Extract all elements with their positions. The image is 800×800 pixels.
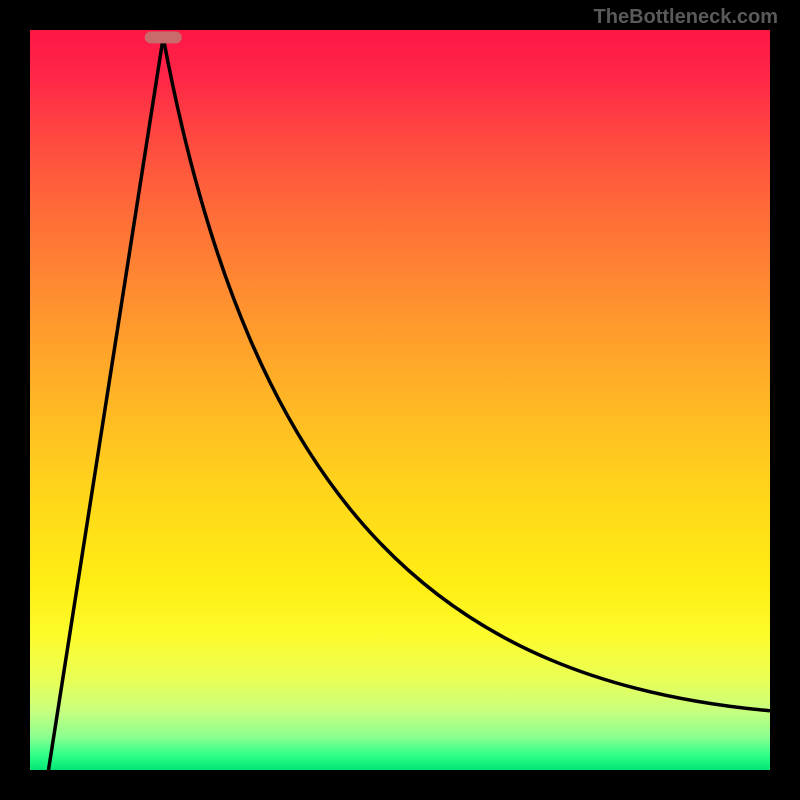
minimum-marker xyxy=(145,31,182,43)
watermark-label: TheBottleneck.com xyxy=(594,6,778,29)
chart-container: TheBottleneck.com xyxy=(0,0,800,800)
bottleneck-chart xyxy=(0,0,800,800)
chart-background xyxy=(30,30,770,770)
